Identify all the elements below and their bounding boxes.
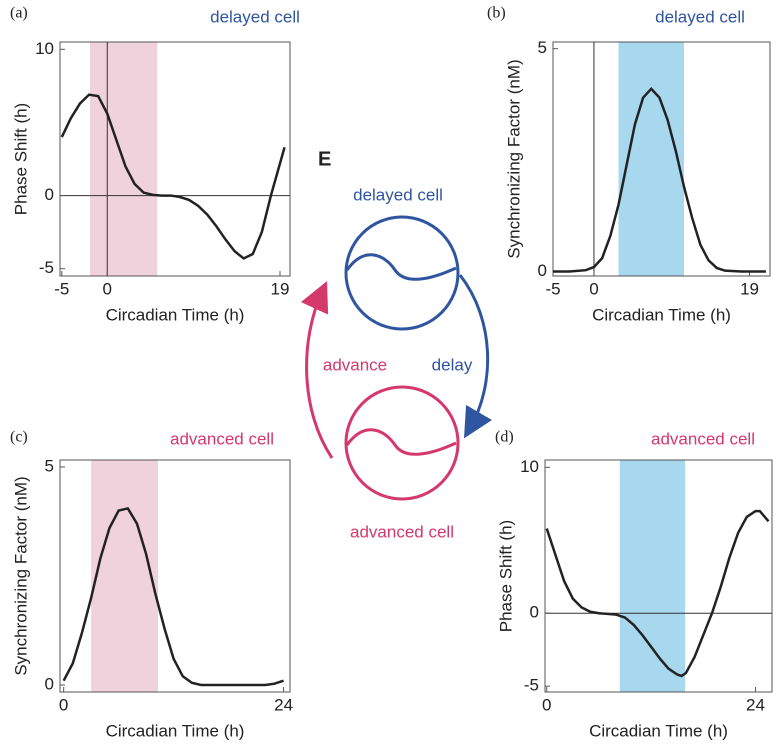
y-axis-label: Phase Shift (h) (11, 103, 30, 215)
x-tick-label: 0 (103, 279, 112, 298)
panel-label: (d) (495, 429, 514, 446)
panel: (a) delayed cell -5 0 10 -5 0 19 Circadian Time … (10, 5, 300, 325)
curve (60, 93, 286, 260)
x-tick-label: 0 (589, 279, 598, 298)
y-tick-label: -5 (524, 676, 539, 695)
edge-arrow (458, 274, 493, 439)
x-tick-label: 24 (274, 695, 293, 714)
node-wave (345, 253, 457, 281)
x-tick-label: -5 (545, 279, 560, 298)
shade-band (91, 460, 159, 692)
x-axis-label: Circadian Time (h) (106, 305, 245, 324)
node-circle (344, 385, 460, 501)
panel: (c) advanced cell 0 5 0 24 Circadian Time (h) S… (10, 429, 293, 741)
plot-frame (59, 459, 291, 693)
y-tick-label: 0 (45, 185, 54, 204)
x-axis-label: Circadian Time (h) (589, 721, 728, 740)
x-axis-label: Circadian Time (h) (106, 721, 245, 740)
x-tick-label: -5 (54, 279, 69, 298)
curve (553, 86, 766, 273)
edge-arrow (300, 281, 334, 459)
y-tick-label: 0 (538, 261, 547, 280)
edge-label: advance (323, 355, 387, 374)
x-tick-label: 0 (59, 695, 68, 714)
y-tick-label: 5 (45, 456, 54, 475)
x-tick-label: 0 (542, 695, 551, 714)
x-axis-label: Circadian Time (h) (592, 305, 731, 324)
plot-frame (544, 459, 773, 693)
y-tick-label: -5 (39, 258, 54, 277)
x-tick-label: 24 (746, 695, 765, 714)
plot-frame (552, 41, 771, 277)
panel-label: (a) (10, 5, 28, 22)
shade-band (619, 460, 686, 692)
panel-annotation: advanced cell (170, 429, 274, 448)
y-tick-label: 0 (45, 675, 54, 694)
panel-annotation: advanced cell (651, 429, 755, 448)
plot-frame (59, 41, 291, 277)
y-tick-label: 0 (530, 603, 539, 622)
edge-label: delay (432, 355, 473, 374)
panel-annotation: delayed cell (655, 7, 745, 26)
panel-annotation: delayed cell (210, 7, 300, 26)
y-axis-label: Synchronizing Factor (nM) (504, 59, 523, 258)
y-axis-label: Phase Shift (h) (496, 520, 515, 632)
node-label: delayed cell (353, 185, 443, 204)
y-tick-label: 10 (35, 39, 54, 58)
panel-label: (b) (487, 5, 506, 22)
y-tick-label: 10 (520, 457, 539, 476)
curve (545, 509, 770, 678)
diagram: E delayed cell advanced cell delay advan… (300, 148, 493, 541)
x-tick-label: 19 (271, 279, 290, 298)
curve (62, 506, 284, 687)
x-tick-label: 19 (740, 279, 759, 298)
diagram-label: E (318, 148, 331, 170)
node-label: advanced cell (350, 522, 454, 541)
node-wave (345, 428, 457, 456)
shade-band (618, 42, 685, 276)
y-tick-label: 5 (538, 38, 547, 57)
node-circle (344, 215, 460, 331)
y-axis-label: Synchronizing Factor (nM) (11, 476, 30, 675)
panel-label: (c) (10, 429, 28, 446)
